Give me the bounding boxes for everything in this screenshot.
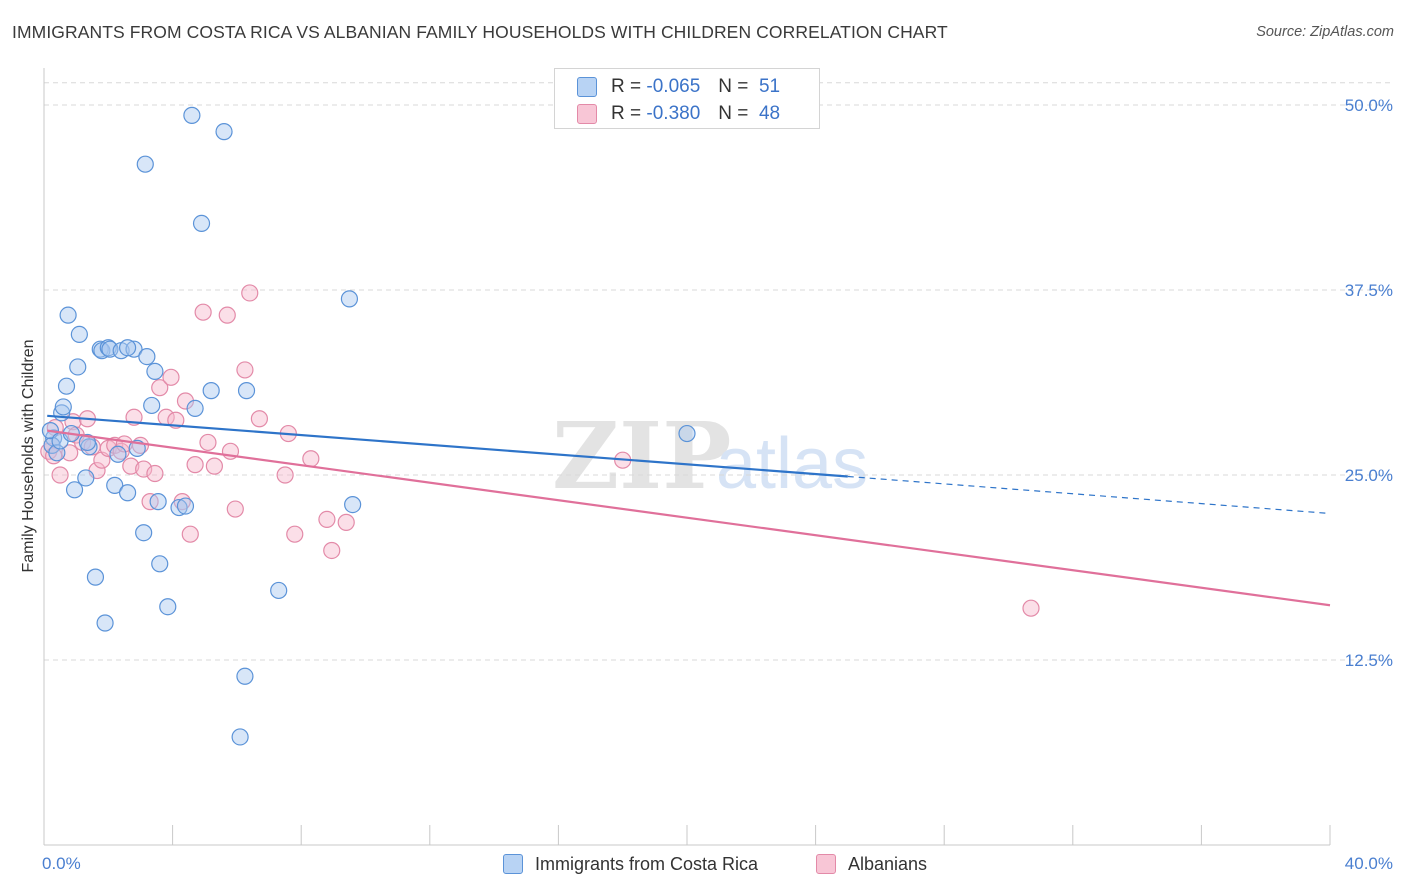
legend-r-value: -0.380 <box>646 103 701 124</box>
watermark-atlas: atlas <box>716 424 868 504</box>
albanian-point <box>194 303 212 321</box>
albanian-point <box>146 464 164 483</box>
costa-rica-point <box>143 396 161 415</box>
costa-rica-point <box>236 667 254 685</box>
albanian-point <box>199 433 217 452</box>
costa-rica-point <box>54 398 72 416</box>
costa-rica-point <box>65 481 84 499</box>
legend-n-value: 48 <box>758 103 781 124</box>
costa-rica-point <box>215 123 233 141</box>
costa-rica-point <box>57 377 76 395</box>
costa-rica-point <box>69 358 87 376</box>
albanian-point <box>318 510 336 529</box>
costa-rica-point <box>146 362 164 380</box>
costa-rica-trend-extension <box>847 475 1331 515</box>
costa-rica-point <box>59 306 77 324</box>
bottom-legend-swatch-pink <box>816 854 836 874</box>
albanian-point <box>186 456 204 474</box>
albanian-trend-line <box>47 429 1331 607</box>
albanian-point <box>236 361 254 379</box>
costa-rica-trend-line <box>47 414 848 478</box>
costa-rica-point <box>78 433 97 452</box>
y-tick-label: 12.5% <box>1345 651 1393 670</box>
costa-rica-point <box>192 214 211 232</box>
albanian-point <box>1022 599 1040 617</box>
costa-rica-point <box>678 424 696 443</box>
costa-rica-point <box>344 496 362 514</box>
costa-rica-point <box>202 382 220 400</box>
costa-rica-point <box>109 445 127 463</box>
chart-title: IMMIGRANTS FROM COSTA RICA VS ALBANIAN F… <box>12 22 948 42</box>
costa-rica-point <box>135 524 153 542</box>
x-tick-label: 0.0% <box>42 854 81 873</box>
albanian-point <box>135 460 153 478</box>
albanian-point <box>205 457 223 475</box>
legend-row-albanians: R = -0.380 N = 48 <box>577 102 780 126</box>
legend-r-value: -0.065 <box>646 76 701 97</box>
bottom-legend-albanians[interactable]: Albanians <box>816 852 927 876</box>
costa-rica-point <box>118 339 137 357</box>
y-tick-label: 37.5% <box>1345 281 1393 300</box>
costa-rica-point <box>118 484 137 502</box>
albanian-point <box>51 466 69 484</box>
costa-rica-point <box>186 399 204 417</box>
albanian-point <box>181 525 199 543</box>
bottom-legend-label: Albanians <box>848 853 928 874</box>
x-tick-label: 40.0% <box>1345 854 1393 873</box>
legend-n-label: N = <box>718 103 749 124</box>
albanian-point <box>302 450 320 468</box>
costa-rica-point <box>86 568 105 586</box>
costa-rica-point <box>136 155 154 173</box>
legend-row-costa-rica: R = -0.065 N = 51 <box>577 75 780 99</box>
albanian-point <box>323 541 341 560</box>
legend-r-label: R = <box>611 103 642 124</box>
bottom-legend-swatch-blue <box>503 854 523 874</box>
legend-swatch-pink <box>577 104 597 124</box>
y-axis-label: Family Households with Children <box>20 340 37 573</box>
costa-rica-point <box>231 728 249 746</box>
albanian-point <box>218 306 236 324</box>
y-tick-label: 25.0% <box>1345 466 1393 485</box>
legend-n-label: N = <box>718 76 749 97</box>
y-tick-label: 50.0% <box>1345 96 1393 115</box>
costa-rica-point <box>340 290 359 308</box>
trend-lines <box>47 414 1331 607</box>
costa-rica-point <box>159 598 177 616</box>
albanian-point <box>337 513 355 531</box>
costa-rica-point <box>138 348 156 366</box>
albanian-point <box>250 410 269 428</box>
bottom-legend-label: Immigrants from Costa Rica <box>535 853 759 874</box>
tick-labels: 12.5% 25.0% 37.5% 50.0% 0.0% 40.0% <box>42 96 1393 873</box>
source-label: Source: ZipAtlas.com <box>1256 24 1394 40</box>
costa-rica-point <box>151 555 169 573</box>
costa-rica-point <box>270 581 288 600</box>
bottom-legend-costa-rica[interactable]: Immigrants from Costa Rica <box>503 852 758 876</box>
legend-n-value: 51 <box>758 76 781 97</box>
legend-swatch-blue <box>577 77 597 97</box>
costa-rica-point <box>170 498 188 517</box>
costa-rica-point <box>237 382 256 400</box>
stats-legend: R = -0.065 N = 51 R = -0.380 N = 48 <box>554 68 820 129</box>
albanian-point <box>61 444 79 462</box>
albanian-point <box>241 284 259 302</box>
albanian-point <box>276 466 294 484</box>
albanian-point <box>162 368 180 386</box>
costa-rica-point <box>96 614 114 632</box>
costa-rica-point <box>106 476 124 494</box>
costa-rica-points <box>41 106 696 746</box>
watermark: ZIP atlas <box>552 402 868 510</box>
legend-r-label: R = <box>611 76 642 97</box>
albanian-point <box>226 500 244 518</box>
albanian-point <box>151 379 169 397</box>
axes <box>43 68 1331 846</box>
costa-rica-point <box>70 325 88 343</box>
costa-rica-point <box>176 497 195 515</box>
costa-rica-point <box>183 106 201 124</box>
albanian-point <box>286 525 304 543</box>
costa-rica-point <box>125 340 143 358</box>
costa-rica-point <box>149 493 167 511</box>
costa-rica-point <box>77 469 95 487</box>
albanian-point <box>122 457 140 475</box>
